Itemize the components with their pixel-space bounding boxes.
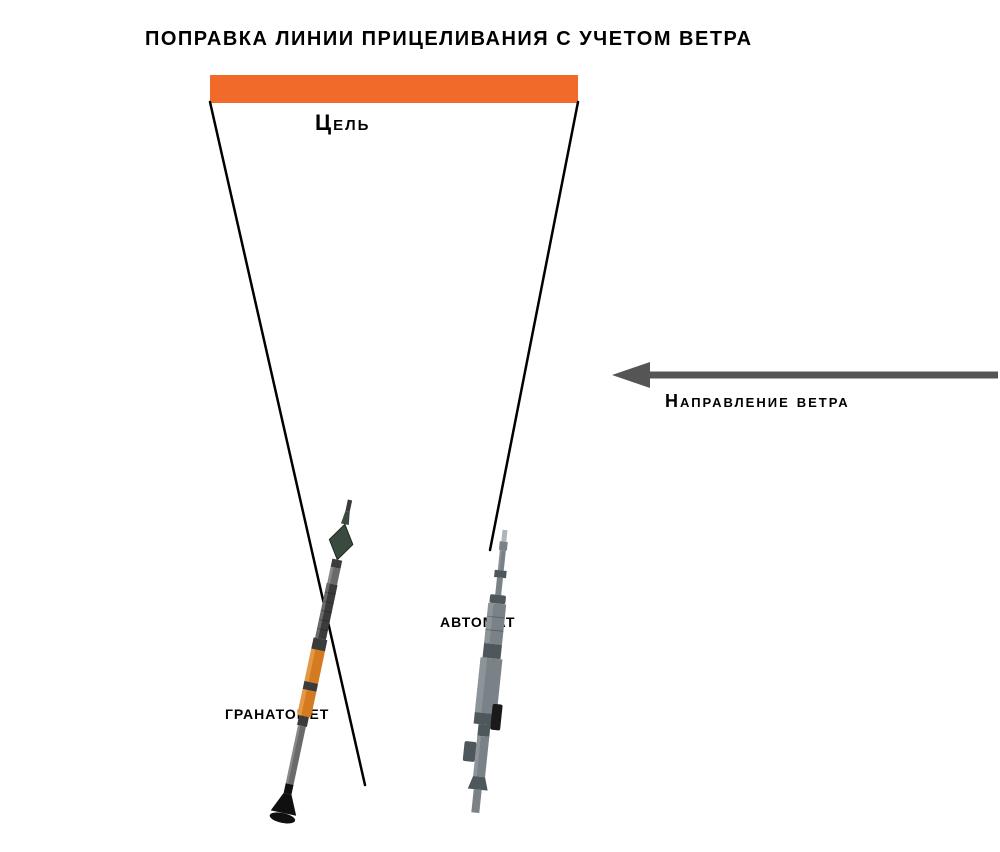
automat-icon xyxy=(463,529,516,814)
diagram-svg-overlay xyxy=(0,0,1000,852)
wind-arrow-icon xyxy=(612,362,998,388)
automat-label: АВТОМАТ xyxy=(440,614,515,630)
wind-direction-label: Направление ветра xyxy=(665,391,850,412)
target-bar xyxy=(210,75,578,103)
grenade-launcher-label: ГРАНАТОМЕТ xyxy=(225,706,329,722)
diagram-canvas: Поправка линии прицеливания с учетом вет… xyxy=(0,0,1000,852)
grenade-launcher-icon xyxy=(269,497,363,825)
diagram-title: Поправка линии прицеливания с учетом вет… xyxy=(145,28,753,51)
target-label: Цель xyxy=(315,110,370,136)
aim-lines xyxy=(210,102,578,785)
